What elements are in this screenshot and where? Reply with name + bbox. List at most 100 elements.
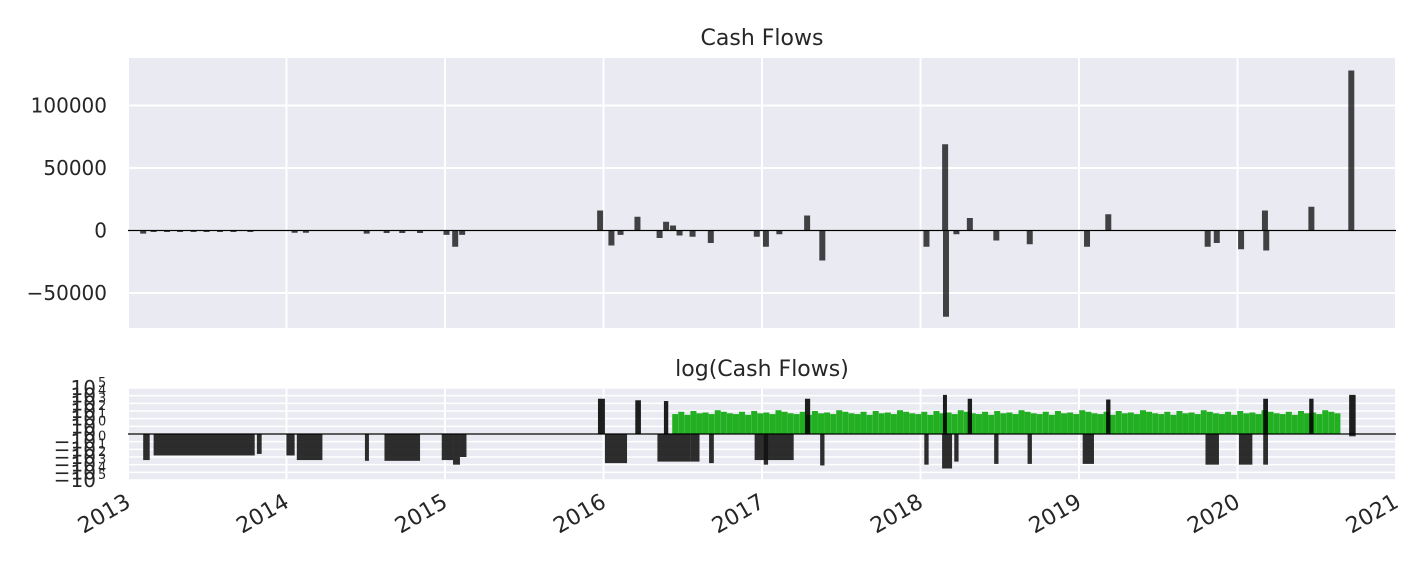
log-cashflow-bar — [597, 398, 605, 434]
log-cashflow-bar-positive-small — [1267, 411, 1274, 434]
cashflow-bar — [302, 230, 309, 233]
log-cashflow-bar-positive-small — [1212, 413, 1219, 434]
log-cashflow-bar — [459, 434, 467, 457]
log-cashflows-y-tick-label: 10 — [71, 376, 96, 400]
log-cashflow-bar — [954, 434, 959, 462]
cashflow-bar — [363, 230, 370, 234]
log-cashflow-bar-positive-small — [1334, 413, 1341, 434]
cashflow-bar — [923, 230, 930, 247]
log-cashflows-title: log(Cash Flows) — [675, 357, 849, 382]
log-cashflow-bar-positive-small — [854, 414, 861, 434]
x-tick-label-2014: 2014 — [233, 490, 294, 540]
log-cashflow-bar — [1349, 434, 1356, 437]
cashflow-bar — [443, 230, 450, 235]
log-cashflow-bar-positive-small — [1030, 413, 1037, 434]
cashflow-bar — [1084, 230, 1091, 247]
log-cashflow-bar — [1263, 434, 1268, 465]
cashflows-y-tick-labels: −50000 0 50000 100000 — [27, 94, 107, 306]
log-cashflow-bar-positive-small — [702, 412, 709, 434]
log-cashflow-bar — [820, 434, 825, 466]
log-cashflow-bar-positive-small — [860, 411, 867, 434]
cashflow-bar — [663, 221, 670, 231]
cashflows-y-tick-label: 100000 — [31, 94, 107, 118]
log-cashflow-bar — [1263, 398, 1268, 434]
cashflow-bar — [819, 230, 826, 261]
log-cashflow-bar-positive-small — [957, 410, 964, 434]
log-cashflows-y-tick-exponent: 1 — [98, 407, 106, 422]
log-cashflows-y-tick-label: −10 — [54, 437, 96, 461]
log-cashflow-bar — [804, 398, 811, 434]
cashflow-bar — [417, 230, 424, 233]
log-cashflow-bar — [441, 434, 454, 461]
cashflow-bar — [203, 230, 210, 232]
log-cashflows-y-tick-label: −10 — [54, 468, 96, 492]
log-cashflow-bar-positive-small — [903, 411, 910, 434]
log-cashflow-bar — [453, 434, 460, 465]
log-cashflow-bar — [1027, 434, 1032, 464]
log-cashflow-bar-positive-small — [963, 411, 970, 434]
log-cashflow-bar — [143, 434, 150, 461]
cashflows-y-tick-label: −50000 — [27, 281, 107, 305]
log-cashflow-bar — [256, 434, 262, 454]
log-cashflow-bar-positive-small — [872, 411, 879, 434]
log-cashflow-bar-positive-small — [757, 413, 764, 434]
log-cashflows-y-tick-label: −10 — [54, 460, 96, 484]
log-cashflow-bar-positive-small — [994, 411, 1001, 434]
log-cashflows-y-tick-label: 10 — [71, 407, 96, 431]
cashflow-bar — [1026, 230, 1033, 245]
log-cashflow-bar-positive-small — [818, 413, 825, 434]
log-cashflow-bar-positive-small — [708, 414, 715, 434]
x-axis-tick-labels: 2013 2014 2015 2016 2017 2018 2019 2020 2021 — [74, 490, 1403, 540]
log-cashflow-bar-positive-small — [726, 413, 733, 434]
x-tick-label-2019: 2019 — [1025, 490, 1086, 540]
cashflow-bar — [776, 230, 783, 235]
cashflow-bar — [597, 210, 604, 231]
log-cashflows-y-tick-label: 0 — [83, 422, 96, 446]
log-cashflow-bar-positive-small — [890, 414, 897, 434]
log-cashflow-bar-positive-small — [1091, 413, 1098, 434]
log-cashflow-bar-positive-small — [678, 411, 685, 434]
log-cashflow-bar-positive-small — [1316, 414, 1323, 434]
cashflow-bar — [452, 230, 459, 247]
cashflow-bar — [1213, 230, 1220, 243]
cashflow-bar — [1204, 230, 1211, 247]
log-cashflow-bar-positive-small — [1182, 413, 1189, 434]
log-cashflow-bar-positive-small — [1176, 411, 1183, 434]
log-cashflow-bar-positive-small — [732, 414, 739, 434]
log-cashflows-y-tick-exponent: 0 — [98, 430, 106, 445]
cashflow-bar — [942, 144, 949, 231]
log-cashflow-bar-positive-small — [793, 414, 800, 434]
x-tick-label-2018: 2018 — [867, 490, 928, 540]
log-cashflow-bar-positive-small — [1206, 411, 1213, 434]
cashflow-bar — [617, 230, 624, 235]
x-tick-label-2016: 2016 — [550, 490, 611, 540]
cashflow-bar — [1261, 210, 1268, 231]
cashflow-bar — [1105, 214, 1112, 231]
cashflow-bar — [953, 230, 960, 235]
log-cashflow-bar-positive-small — [878, 413, 885, 434]
log-cashflows-y-tick-exponent: 3 — [98, 453, 106, 468]
cashflow-bar — [608, 230, 615, 246]
log-cashflows-y-tick-label: 10 — [71, 414, 96, 438]
log-cashflow-bar-positive-small — [1304, 413, 1311, 434]
log-cashflow-bar-positive-small — [696, 413, 703, 434]
log-cashflow-bar-positive-small — [951, 414, 958, 434]
log-cashflow-bar-positive-small — [672, 414, 679, 434]
log-cashflow-bar-positive-small — [1006, 412, 1013, 434]
log-cashflow-bar-positive-small — [1121, 413, 1128, 434]
log-cashflow-bar-positive-small — [915, 414, 922, 434]
log-cashflow-bar-positive-small — [1152, 413, 1159, 434]
cashflow-bar — [1348, 70, 1355, 231]
log-cashflow-bar — [942, 394, 947, 434]
log-cashflow-bar-positive-small — [799, 411, 806, 434]
log-cashflow-bar-positive-small — [1000, 413, 1007, 434]
log-cashflow-bar-positive-small — [739, 411, 746, 434]
log-cashflow-bar-positive-small — [769, 414, 776, 434]
log-cashflow-bar — [286, 434, 295, 456]
log-cashflow-bar — [709, 434, 714, 464]
log-cashflows-y-tick-exponent: 5 — [98, 376, 106, 391]
cashflow-bar — [804, 215, 811, 231]
log-cashflows-y-tick-exponent: 1 — [98, 437, 106, 452]
log-cashflow-bar — [296, 434, 323, 461]
log-cashflow-bar-positive-small — [1170, 414, 1177, 434]
